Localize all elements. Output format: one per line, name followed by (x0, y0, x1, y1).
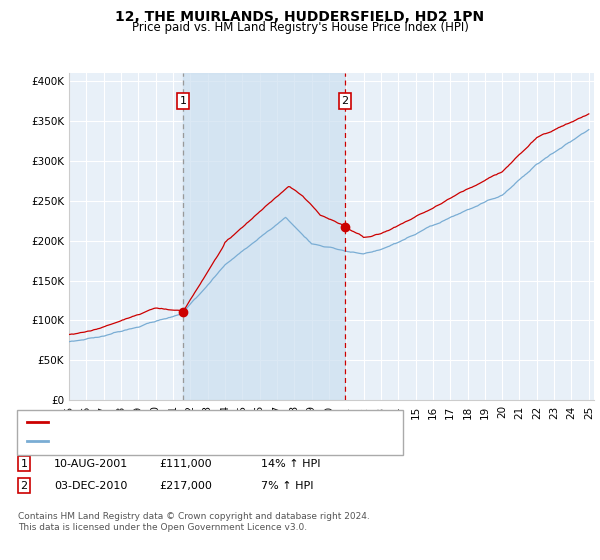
Text: Contains HM Land Registry data © Crown copyright and database right 2024.
This d: Contains HM Land Registry data © Crown c… (18, 512, 370, 532)
Text: 1: 1 (179, 96, 187, 106)
Text: 2: 2 (341, 96, 349, 106)
Text: HPI: Average price, detached house, Kirklees: HPI: Average price, detached house, Kirk… (53, 436, 287, 446)
Text: 12, THE MUIRLANDS, HUDDERSFIELD, HD2 1PN (detached house): 12, THE MUIRLANDS, HUDDERSFIELD, HD2 1PN… (53, 417, 394, 427)
Text: 03-DEC-2010: 03-DEC-2010 (54, 480, 127, 491)
Text: 10-AUG-2001: 10-AUG-2001 (54, 459, 128, 469)
Text: £217,000: £217,000 (159, 480, 212, 491)
Bar (183, 73, 345, 400)
Text: £111,000: £111,000 (159, 459, 212, 469)
Text: 12, THE MUIRLANDS, HUDDERSFIELD, HD2 1PN: 12, THE MUIRLANDS, HUDDERSFIELD, HD2 1PN (115, 10, 485, 24)
Text: Price paid vs. HM Land Registry's House Price Index (HPI): Price paid vs. HM Land Registry's House … (131, 21, 469, 34)
Text: 2: 2 (20, 480, 28, 491)
Text: 7% ↑ HPI: 7% ↑ HPI (261, 480, 314, 491)
Text: 1: 1 (20, 459, 28, 469)
Text: 14% ↑ HPI: 14% ↑ HPI (261, 459, 320, 469)
